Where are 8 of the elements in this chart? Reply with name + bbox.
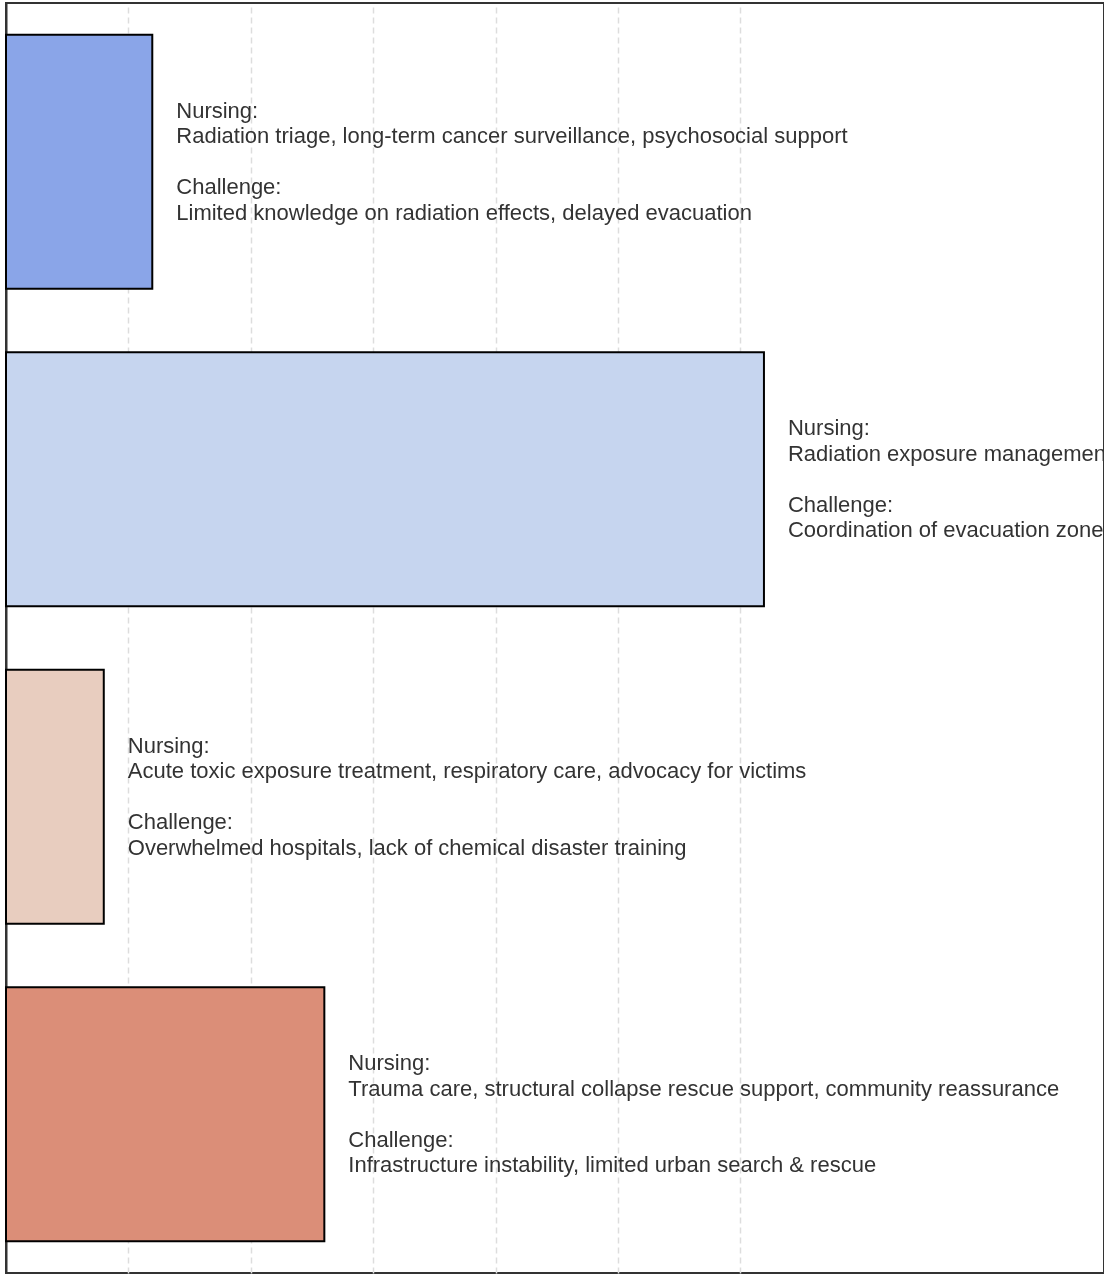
text: Nursing: Radiation triage, long-term cancer surveillance, psychosocial support Challenge: Limited knowledge on radiation effects, delayed evacuation [176, 97, 848, 225]
bar [5, 351, 765, 608]
bar [5, 986, 326, 1243]
bar [5, 668, 105, 925]
text: Nursing: Radiation exposure managemen Challenge: Coordination of evacuation zone [787, 415, 1104, 543]
text: Nursing: Acute toxic exposure treatment, respiratory care, advocacy for victims Challenge: Overwhelmed hospitals, lack of chemical disaster training [127, 732, 807, 860]
bar [5, 33, 154, 290]
text: Nursing: Trauma care, structural collapse rescue support, community reassurance Challenge: Infrastructure instability, limited urban search & rescue [348, 1050, 1060, 1178]
